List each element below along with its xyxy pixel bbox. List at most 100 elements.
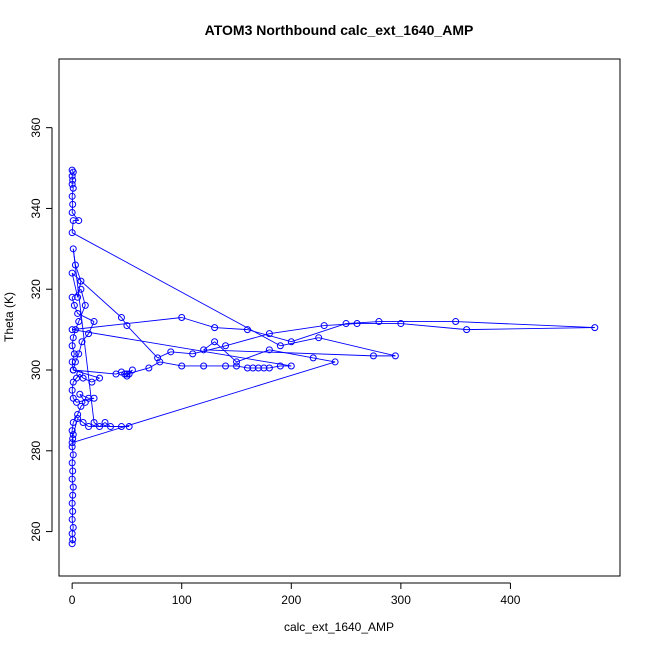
series-segment <box>214 341 237 363</box>
series-segment <box>203 349 374 357</box>
data-point <box>189 350 197 358</box>
series-segment <box>291 323 347 343</box>
data-point <box>90 394 98 402</box>
data-point <box>167 348 175 356</box>
series-segment <box>72 329 292 367</box>
data-point <box>85 330 93 338</box>
data-point <box>77 285 85 293</box>
data-point <box>77 277 85 285</box>
data-point <box>74 293 82 301</box>
data-point <box>233 362 241 370</box>
data-point <box>68 427 76 435</box>
data-point <box>79 374 87 382</box>
data-point <box>69 419 77 427</box>
series-segment <box>71 479 74 488</box>
data-point <box>90 318 98 326</box>
series-segment <box>71 422 74 431</box>
data-point <box>287 362 295 370</box>
series-segment <box>71 511 74 520</box>
y-axis: 260 280 300 320 340 360 <box>29 117 53 542</box>
data-point <box>68 386 76 394</box>
series-segment <box>71 337 74 346</box>
data-point <box>463 326 471 334</box>
y-tick-label: 360 <box>29 117 43 137</box>
series-segment <box>71 462 74 472</box>
series-segment <box>280 337 319 347</box>
data-point <box>68 515 76 523</box>
data-point <box>74 414 82 422</box>
series-segment <box>78 341 83 354</box>
data-point <box>88 378 96 386</box>
data-point <box>68 540 76 548</box>
series-segment <box>214 327 248 331</box>
data-point <box>128 366 136 374</box>
series-segment <box>269 325 325 335</box>
data-point <box>315 334 323 342</box>
data-point <box>265 346 273 354</box>
data-point <box>320 322 328 330</box>
data-point <box>68 499 76 507</box>
data-point <box>69 176 77 184</box>
data-point <box>69 366 77 374</box>
series-segment <box>79 393 86 403</box>
data-point <box>287 338 295 346</box>
y-tick-label: 280 <box>29 440 43 460</box>
series-segment <box>75 321 80 330</box>
series-segment <box>181 317 215 329</box>
data-point <box>375 318 383 326</box>
data-point <box>69 217 77 225</box>
data-point <box>85 423 93 431</box>
data-point <box>309 354 317 362</box>
data-point <box>69 483 77 491</box>
series-segment <box>466 327 595 331</box>
series-segment <box>91 377 100 383</box>
data-point <box>117 314 125 321</box>
data-point <box>265 330 273 338</box>
data-point <box>78 338 86 346</box>
series-segment <box>71 169 74 173</box>
series-segment <box>71 232 281 347</box>
data-point <box>70 301 78 309</box>
series-segment <box>71 204 74 213</box>
series-segment <box>72 397 77 403</box>
data-point <box>68 269 76 277</box>
data-point <box>69 524 77 532</box>
data-point <box>69 184 77 192</box>
plot-frame <box>58 58 621 577</box>
series-segment <box>324 323 358 327</box>
data-point <box>68 326 76 334</box>
series-segment <box>225 333 270 347</box>
series-segment <box>71 454 74 463</box>
data-point <box>68 229 76 237</box>
data-point <box>125 423 133 431</box>
x-tick-label: 300 <box>391 593 411 607</box>
data-point <box>391 352 399 360</box>
series-segment <box>72 361 336 444</box>
data-point <box>70 350 78 358</box>
series-segment <box>71 382 74 391</box>
x-tick-label: 400 <box>500 593 520 607</box>
data-point <box>101 419 109 427</box>
series-segment <box>72 377 77 383</box>
data-point <box>69 200 77 208</box>
data-point <box>77 402 85 410</box>
series-segment <box>71 470 74 480</box>
series-segment <box>72 487 74 496</box>
data-point <box>154 354 162 362</box>
series-segment <box>126 367 149 375</box>
series-segment <box>203 341 215 351</box>
x-tick-label: 200 <box>281 593 301 607</box>
series-segment <box>71 220 74 233</box>
data-point <box>265 364 273 372</box>
data-point <box>121 370 129 378</box>
data-point <box>69 507 77 515</box>
data-point <box>233 358 241 366</box>
series-segment <box>82 377 93 383</box>
x-tick-label: 0 <box>69 593 76 607</box>
data-point <box>71 326 79 334</box>
data-point <box>71 261 79 269</box>
series-segment <box>236 365 248 369</box>
series-segment <box>71 519 74 528</box>
series-segment <box>72 317 182 331</box>
